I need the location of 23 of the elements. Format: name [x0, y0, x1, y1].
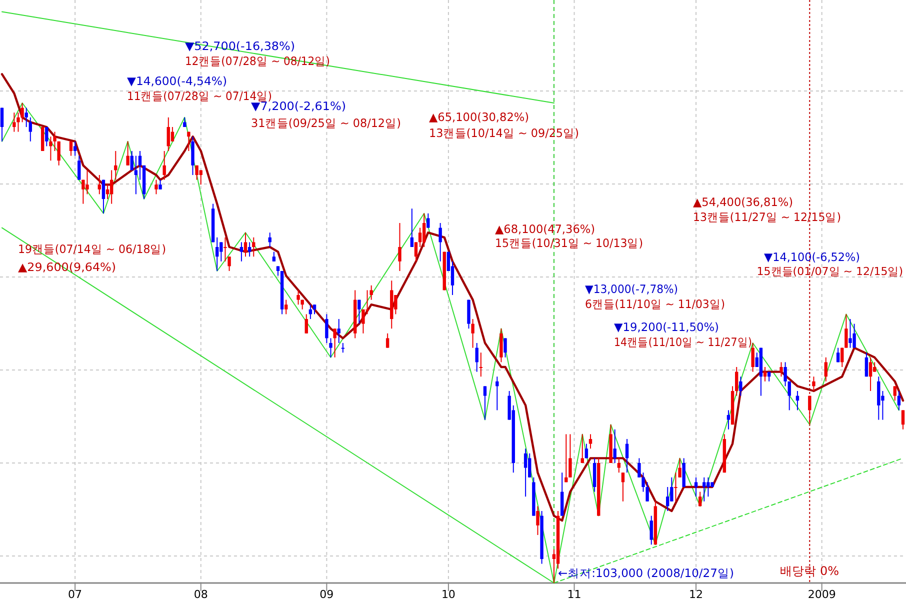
x-tick-label: 09	[320, 588, 334, 601]
x-tick-label: 11	[567, 588, 582, 601]
annotation: 6캔들(11/10일 ~ 11/03일)	[585, 297, 733, 312]
x-tick-label: 10	[441, 588, 456, 601]
text: ▼14,600(-4,54%)	[127, 74, 227, 88]
x-tick-label: 07	[68, 588, 82, 601]
annotation: 15캔들(10/31일 ~ 10/13일)	[495, 236, 650, 250]
x-tick-label: 12	[689, 588, 704, 601]
annotation: 14캔들(11/10일 ~ 11/27일)	[614, 335, 769, 350]
ref-line-label: 배당락 0%	[780, 564, 840, 578]
annotation: ▼13,000(-7,78%)	[585, 282, 684, 296]
annotation: ▼14,100(-6,52%)	[764, 250, 863, 264]
annotation: ▲68,100(47,36%)	[495, 222, 597, 236]
annotation: ←최저:103,000 (2008/10/27일)	[558, 566, 734, 580]
annotation: ▲65,100(30,82%)	[429, 110, 531, 124]
annotation: 13캔들(10/14일 ~ 09/25일)	[429, 126, 584, 140]
annotation: 13캔들(11/27일 ~ 12/15일)	[693, 210, 848, 224]
annotation: ▼19,200(-11,50%)	[614, 320, 720, 334]
annotation: 31캔들(09/25일 ~ 08/12일)	[251, 116, 406, 130]
x-tick-label: 08	[194, 588, 208, 601]
annotation: ▲54,400(36,81%)	[693, 195, 795, 210]
x-tick-label: 2009	[808, 588, 836, 601]
annotation: 15캔들(01/07일 ~ 12/15일)	[756, 265, 903, 278]
